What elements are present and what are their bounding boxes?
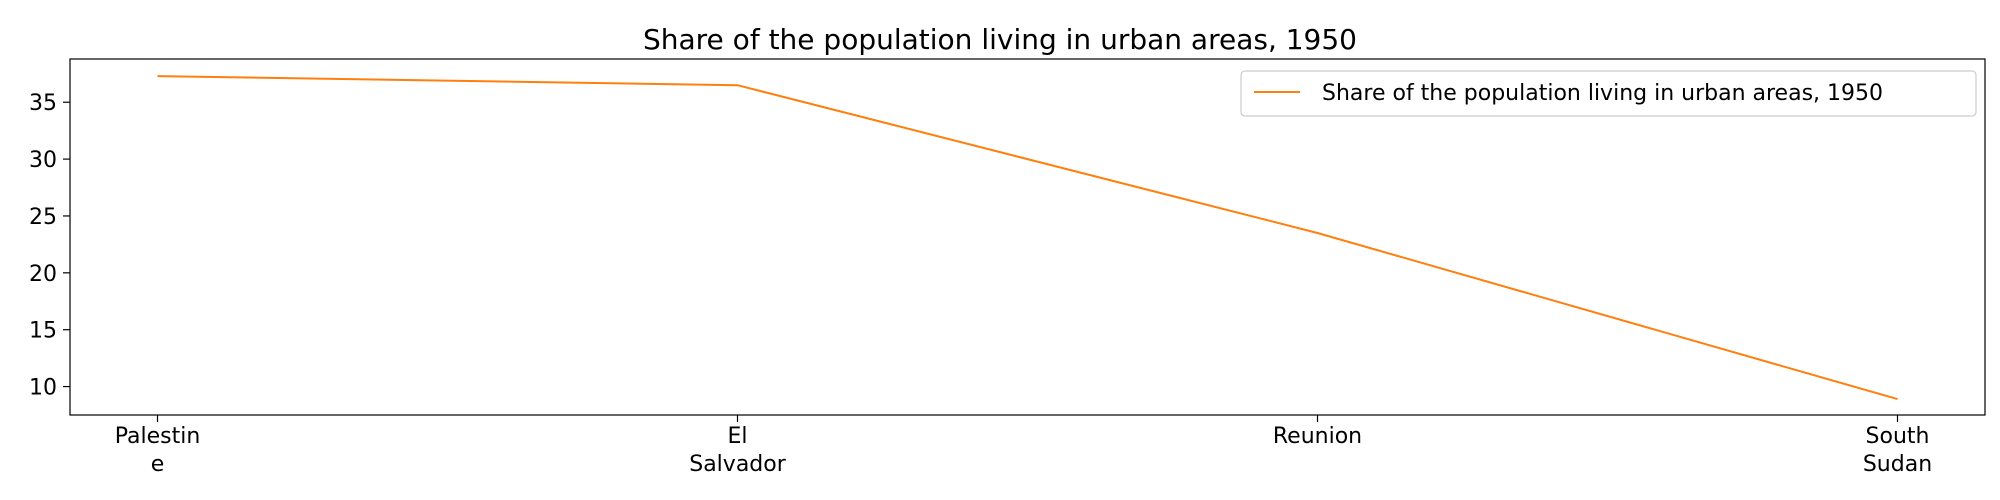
- legend-box: [1240, 70, 1977, 117]
- y-tick-label: 30: [29, 148, 57, 173]
- y-tick-label: 20: [29, 262, 57, 287]
- x-tick-label: Sudan: [1863, 452, 1932, 477]
- x-tick-label: Salvador: [689, 452, 786, 477]
- chart-title: Share of the population living in urban …: [643, 23, 1357, 56]
- y-tick-label: 25: [29, 205, 57, 230]
- x-tick-label: Reunion: [1273, 424, 1362, 449]
- series-layer: [157, 75, 1898, 401]
- y-axis: 10 15 20 25 30 35: [29, 91, 70, 401]
- plot-frame: [69, 58, 1986, 416]
- x-axis: Palestin e El Salvador Reunion South Sudan: [115, 415, 1932, 477]
- legend: Share of the population living in urban …: [1240, 70, 1977, 117]
- legend-label: Share of the population living in urban …: [1322, 81, 1883, 106]
- y-tick-label: 15: [29, 319, 57, 344]
- y-tick-label: 10: [29, 376, 57, 401]
- series-line: [157, 75, 1898, 401]
- x-tick-label: El: [727, 424, 747, 449]
- x-tick-label: South: [1866, 424, 1930, 449]
- y-tick-label: 35: [29, 91, 57, 116]
- x-tick-label: e: [151, 452, 165, 477]
- x-tick-label: Palestin: [115, 424, 201, 449]
